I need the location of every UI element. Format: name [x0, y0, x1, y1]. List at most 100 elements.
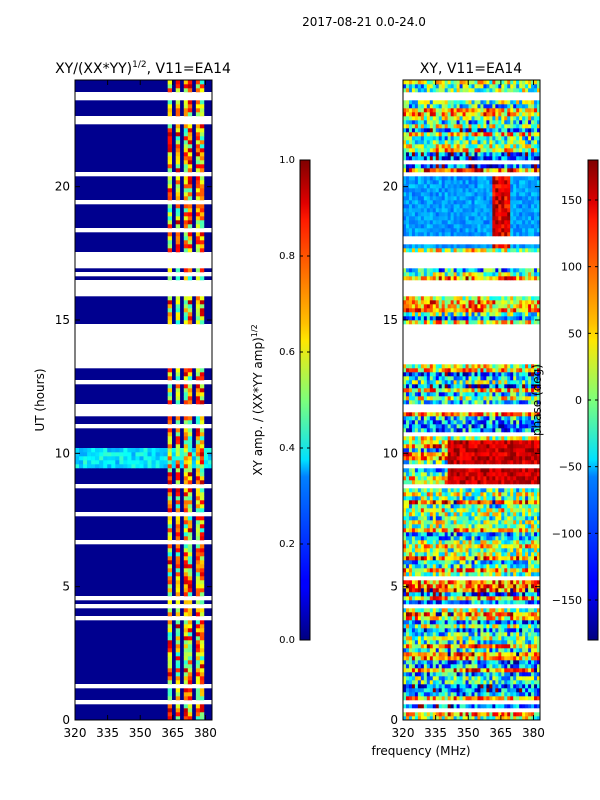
- heatmap-cell: [477, 580, 481, 585]
- heatmap-cell: [167, 632, 173, 637]
- heatmap-cell: [486, 568, 490, 573]
- heatmap-cell: [175, 208, 181, 213]
- heatmap-cell: [525, 692, 529, 697]
- heatmap-cell: [414, 400, 419, 405]
- heatmap-cell: [456, 672, 460, 677]
- heatmap-cell: [510, 568, 514, 573]
- heatmap-cell: [450, 560, 454, 565]
- heatmap-cell: [522, 508, 526, 513]
- heatmap-cell: [444, 436, 448, 441]
- heatmap-cell: [426, 712, 431, 717]
- heatmap-cell: [175, 316, 181, 321]
- heatmap-cell: [131, 460, 136, 465]
- heatmap-cell: [453, 596, 457, 601]
- heatmap-cell: [423, 424, 428, 429]
- heatmap-cell: [522, 524, 526, 529]
- heatmap-cell: [435, 588, 440, 593]
- heatmap-cell: [486, 616, 490, 621]
- heatmap-cell: [489, 500, 493, 505]
- heatmap-cell: [447, 440, 451, 445]
- heatmap-cell: [477, 492, 481, 497]
- heatmap-cell: [489, 544, 493, 549]
- heatmap-cell: [516, 676, 520, 681]
- heatmap-cell: [444, 664, 448, 669]
- heatmap-cell: [462, 468, 466, 473]
- heatmap-cell: [477, 536, 481, 541]
- heatmap-cell: [175, 112, 181, 117]
- heatmap-cell: [501, 588, 505, 593]
- heatmap-cell: [432, 296, 437, 301]
- heatmap-cell: [429, 384, 434, 389]
- heatmap-cell: [519, 572, 523, 577]
- heatmap-cell: [167, 460, 173, 465]
- heatmap-cell: [474, 644, 478, 649]
- heatmap-cell: [426, 688, 431, 693]
- heatmap-cell: [504, 668, 508, 673]
- heatmap-cell: [510, 608, 514, 613]
- heatmap-cell: [408, 664, 413, 669]
- heatmap-cell: [167, 612, 173, 617]
- heatmap-cell: [91, 464, 96, 469]
- heatmap-cell: [450, 512, 454, 517]
- heatmap-cell: [507, 536, 511, 541]
- heatmap-cell: [183, 624, 189, 629]
- flagged-row: [75, 292, 212, 297]
- heatmap-cell: [534, 520, 538, 525]
- heatmap-cell: [447, 416, 451, 421]
- heatmap-cell: [183, 696, 189, 701]
- heatmap-cell: [411, 396, 416, 401]
- heatmap-cell: [522, 616, 526, 621]
- heatmap-cell: [408, 380, 413, 385]
- heatmap-cell: [525, 296, 529, 301]
- heatmap-cell: [537, 396, 540, 401]
- heatmap-cell: [486, 548, 490, 553]
- heatmap-cell: [492, 644, 496, 649]
- heatmap-cell: [167, 584, 173, 589]
- heatmap-cell: [528, 312, 532, 317]
- heatmap-cell: [495, 572, 499, 577]
- heatmap-cell: [423, 556, 428, 561]
- heatmap-cell: [199, 500, 205, 505]
- heatmap-cell: [525, 376, 529, 381]
- heatmap-cell: [495, 548, 499, 553]
- heatmap-cell: [414, 316, 419, 321]
- heatmap-cell: [199, 716, 205, 720]
- heatmap-cell: [403, 456, 407, 461]
- heatmap-cell: [438, 640, 443, 645]
- heatmap-cell: [450, 664, 454, 669]
- heatmap-cell: [403, 652, 407, 657]
- heatmap-cell: [513, 652, 517, 657]
- heatmap-cell: [492, 704, 496, 709]
- heatmap-cell: [480, 624, 484, 629]
- heatmap-cell: [408, 668, 413, 673]
- heatmap-cell: [480, 452, 484, 457]
- heatmap-cell: [411, 656, 416, 661]
- heatmap-cell: [426, 608, 431, 613]
- heatmap-cell: [498, 648, 502, 653]
- heatmap-cell: [429, 704, 434, 709]
- heatmap-cell: [414, 488, 419, 493]
- heatmap-cell: [510, 676, 514, 681]
- heatmap-cell: [195, 236, 201, 241]
- heatmap-cell: [489, 624, 493, 629]
- heatmap-cell: [531, 400, 535, 405]
- heatmap-cell: [432, 676, 437, 681]
- heatmap-cell: [417, 568, 422, 573]
- heatmap-cell: [432, 564, 437, 569]
- heatmap-cell: [516, 460, 520, 465]
- heatmap-cell: [525, 480, 529, 485]
- heatmap-cell: [537, 304, 540, 309]
- heatmap-cell: [492, 596, 496, 601]
- heatmap-cell: [411, 468, 416, 473]
- heatmap-cell: [486, 684, 490, 689]
- heatmap-cell: [411, 536, 416, 541]
- heatmap-cell: [474, 308, 478, 313]
- heatmap-cell: [516, 596, 520, 601]
- heatmap-cell: [492, 616, 496, 621]
- heatmap-cell: [468, 692, 472, 697]
- heatmap-cell: [423, 468, 428, 473]
- heatmap-cell: [199, 516, 205, 521]
- heatmap-cell: [444, 652, 448, 657]
- heatmap-cell: [426, 664, 431, 669]
- heatmap-cell: [474, 668, 478, 673]
